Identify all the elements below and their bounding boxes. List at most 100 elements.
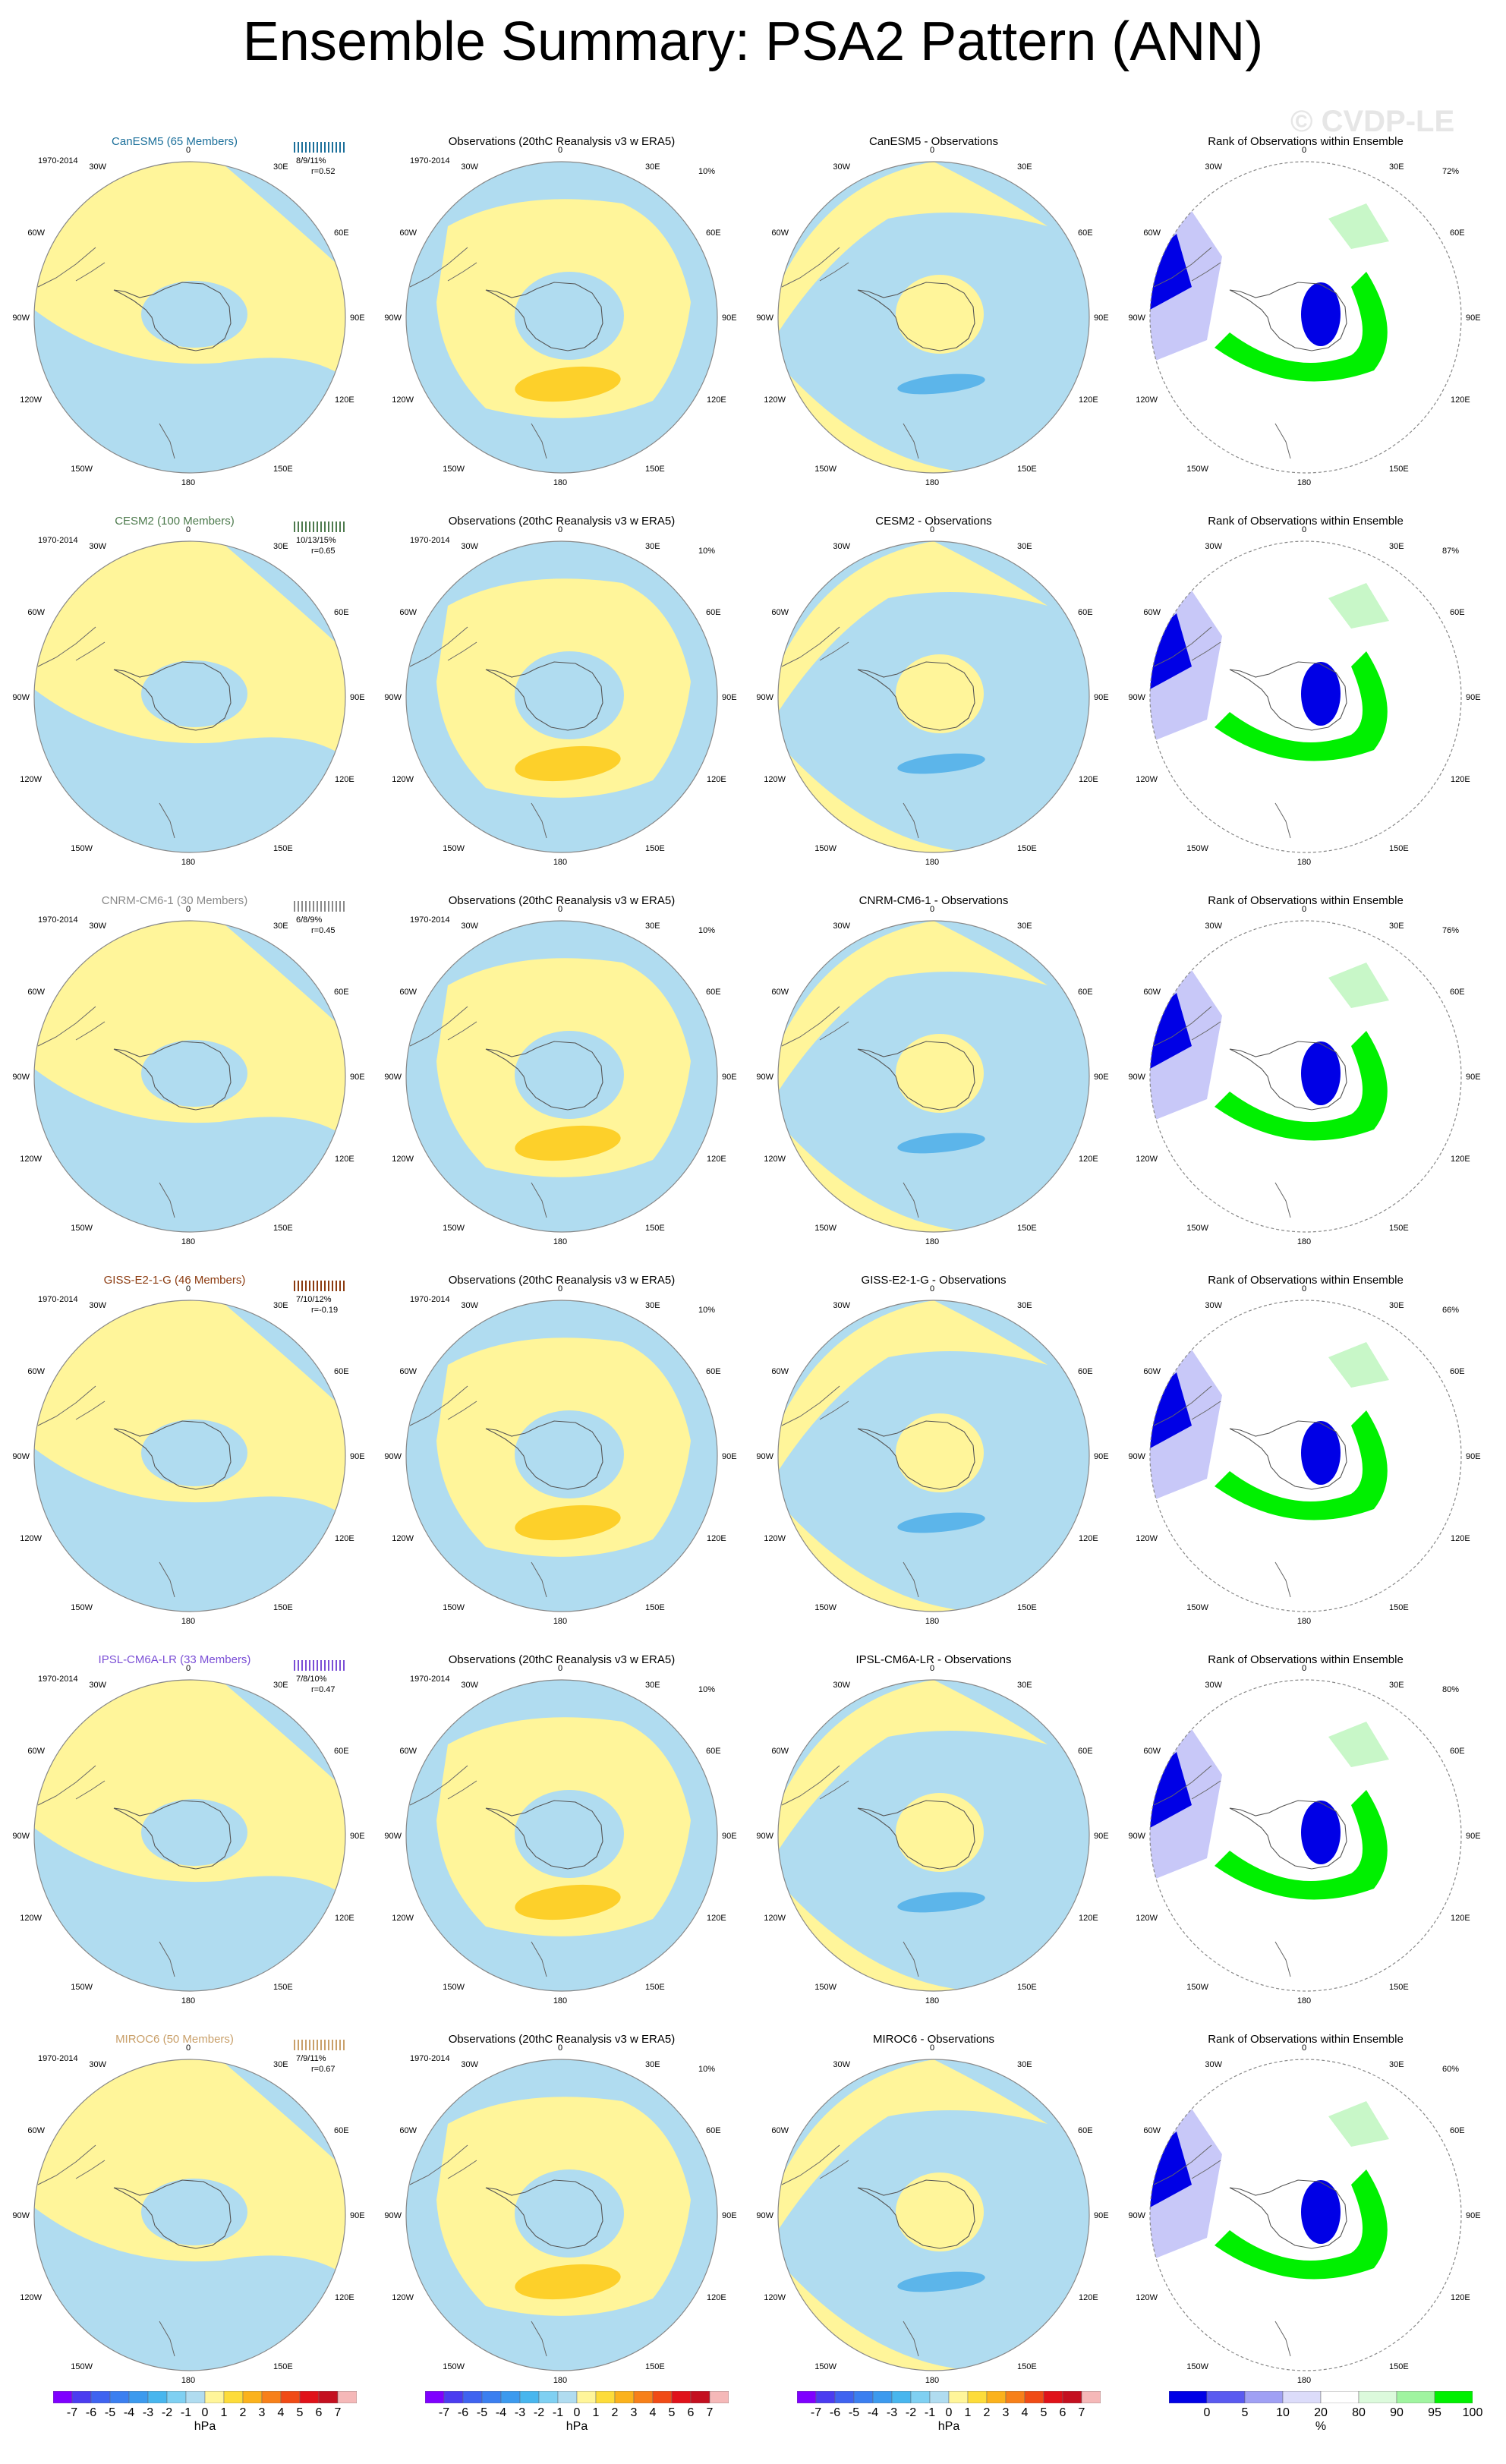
lon-label-nw: 30W	[89, 922, 106, 931]
panel-diff-5: 0 30E 60E 90E 120E 150E 180 150W 120W 90W 60W 30W MI…	[751, 2012, 1116, 2391]
period-label: 1970-2014	[38, 915, 78, 925]
stats-label: 7/10/12%	[296, 1295, 332, 1304]
obs-pct-label: 10%	[698, 1685, 716, 1694]
lon-label-sw: 150W	[71, 1603, 93, 1612]
colorbar-swatches	[1168, 2390, 1473, 2404]
rank-region-green	[1215, 1790, 1388, 1900]
lon-label-w3: 120W	[392, 1914, 414, 1923]
polar-map: 0 30E 60E 90E 120E 150E 180 150W 120W 90W 60W 30W	[384, 905, 736, 1246]
lon-label-w3: 120W	[1136, 1914, 1158, 1923]
lon-label-e3: 120E	[1079, 1155, 1098, 1164]
lon-label-e2: 90E	[1094, 1452, 1109, 1461]
lon-label-n: 0	[930, 905, 934, 914]
lon-label-sw: 150W	[814, 1224, 836, 1233]
colorbar-swatch	[166, 2390, 187, 2404]
lon-label-n: 0	[186, 2043, 191, 2053]
polar-map: 0 30E 60E 90E 120E 150E 180 150W 120W 90W 60W 30W	[756, 2043, 1108, 2385]
lon-label-n: 0	[186, 525, 191, 534]
lon-label-e2: 90E	[1466, 693, 1481, 702]
colorbar-unit: hPa	[937, 2420, 960, 2433]
lon-label-w2: 90W	[384, 314, 402, 323]
field-negative-south	[34, 2207, 345, 2371]
colorbar-tick-label: 4	[1021, 2406, 1029, 2419]
map-boundary	[777, 2059, 1090, 2371]
colorbar-tick-label: 20	[1314, 2406, 1328, 2419]
lon-label-s: 180	[1297, 1996, 1311, 2006]
lon-label-w3: 120W	[764, 775, 786, 784]
lon-label-sw: 150W	[814, 465, 836, 474]
colorbar-tick-label: -4	[495, 2406, 507, 2419]
diff-title: GISS-E2-1-G - Observations	[861, 1274, 1007, 1287]
colorbar-tick-label: 1	[220, 2406, 228, 2419]
panel-obs-2: 0 30E 60E 90E 120E 150E 180 150W 120W 90W 60W 30W Ob…	[380, 873, 744, 1252]
colorbar-tick-label: 4	[277, 2406, 285, 2419]
lon-label-e2: 90E	[1094, 314, 1109, 323]
field-positive-pole	[896, 1793, 984, 1872]
period-label: 1970-2014	[38, 1295, 78, 1304]
map-boundary	[1149, 161, 1462, 474]
lon-label-ne: 30E	[645, 922, 660, 931]
panel-rank-1: 0 30E 60E 90E 120E 150E 180 150W 120W 90W 60W 30W Ra…	[1123, 493, 1488, 873]
lon-label-n: 0	[1302, 2043, 1306, 2053]
coastline-antarctica	[1229, 1041, 1347, 1111]
lon-label-se: 150E	[1389, 1603, 1409, 1612]
coastline-continents	[409, 2079, 711, 2365]
rank-title: Rank of Observations within Ensemble	[1208, 1653, 1404, 1666]
lon-label-e3: 120E	[1079, 1534, 1098, 1543]
polar-map: 0 30E 60E 90E 120E 150E 180 150W 120W 90W 60W 30W	[1128, 905, 1480, 1246]
polar-map: 0 30E 60E 90E 120E 150E 180 150W 120W 90W 60W 30W	[384, 1284, 736, 1626]
colorbar-unit: hPa	[566, 2420, 588, 2433]
colorbar-swatch	[204, 2390, 225, 2404]
colorbar-swatch	[815, 2390, 836, 2404]
panel-obs-0: 0 30E 60E 90E 120E 150E 180 150W 120W 90W 60W 30W Ob…	[380, 114, 744, 493]
coastline-antarctica	[857, 1800, 975, 1870]
lon-label-sw: 150W	[443, 1603, 465, 1612]
lon-label-e1: 60E	[1078, 1367, 1093, 1376]
lon-label-w2: 90W	[1128, 1073, 1145, 1082]
lon-label-e1: 60E	[1078, 1747, 1093, 1756]
coastline-antarctica	[113, 661, 232, 731]
coastline-continents	[1153, 941, 1455, 1226]
coastline-antarctica	[1229, 2179, 1347, 2249]
lon-label-e2: 90E	[350, 1452, 365, 1461]
colorbar-swatch	[576, 2390, 597, 2404]
field-positive-ring	[778, 2059, 1048, 2230]
lon-label-w1: 60W	[1143, 228, 1161, 238]
lon-label-e3: 120E	[335, 1534, 354, 1543]
lon-label-nw: 30W	[1205, 162, 1222, 172]
lon-label-se: 150E	[1389, 465, 1409, 474]
colorbar-tick-label: 2	[239, 2406, 247, 2419]
colorbar-tick-label: 90	[1390, 2406, 1404, 2419]
lon-label-s: 180	[925, 1996, 939, 2006]
colorbar-swatch	[1358, 2390, 1397, 2404]
coastline-continents	[781, 1700, 1083, 1985]
field-negative-pole	[515, 1031, 624, 1119]
colorbar-swatch	[595, 2390, 616, 2404]
lon-label-w3: 120W	[20, 395, 42, 405]
lon-label-e1: 60E	[334, 1367, 349, 1376]
lon-label-ne: 30E	[1017, 1301, 1032, 1310]
lon-label-w3: 120W	[20, 1155, 42, 1164]
colorbar-swatch	[90, 2390, 111, 2404]
colorbar-swatch	[929, 2390, 950, 2404]
period-label: 1970-2014	[38, 2054, 78, 2063]
lon-label-e3: 120E	[1451, 2293, 1470, 2302]
lon-label-ne: 30E	[1389, 1681, 1404, 1690]
coastline-continents	[37, 1320, 339, 1605]
coastline-antarctica	[857, 1420, 975, 1490]
colorbar-tick-label: -1	[180, 2406, 192, 2419]
field-negative-pole	[141, 1040, 247, 1107]
coastline-antarctica	[113, 282, 232, 351]
map-boundary	[1149, 2059, 1462, 2371]
lon-label-ne: 30E	[273, 542, 288, 551]
map-boundary	[33, 920, 346, 1233]
lon-label-e2: 90E	[1466, 1452, 1481, 1461]
map-boundary	[777, 920, 1090, 1233]
lon-label-nw: 30W	[461, 922, 478, 931]
rank-title: Rank of Observations within Ensemble	[1208, 135, 1404, 148]
polar-map: 0 30E 60E 90E 120E 150E 180 150W 120W 90W 60W 30W	[384, 525, 736, 867]
stats-label: 8/9/11%	[296, 156, 326, 165]
polar-map: 0 30E 60E 90E 120E 150E 180 150W 120W 90W 60W 30W	[384, 1664, 736, 2006]
period-label: 1970-2014	[410, 2054, 450, 2063]
lon-label-ne: 30E	[1389, 2060, 1404, 2069]
